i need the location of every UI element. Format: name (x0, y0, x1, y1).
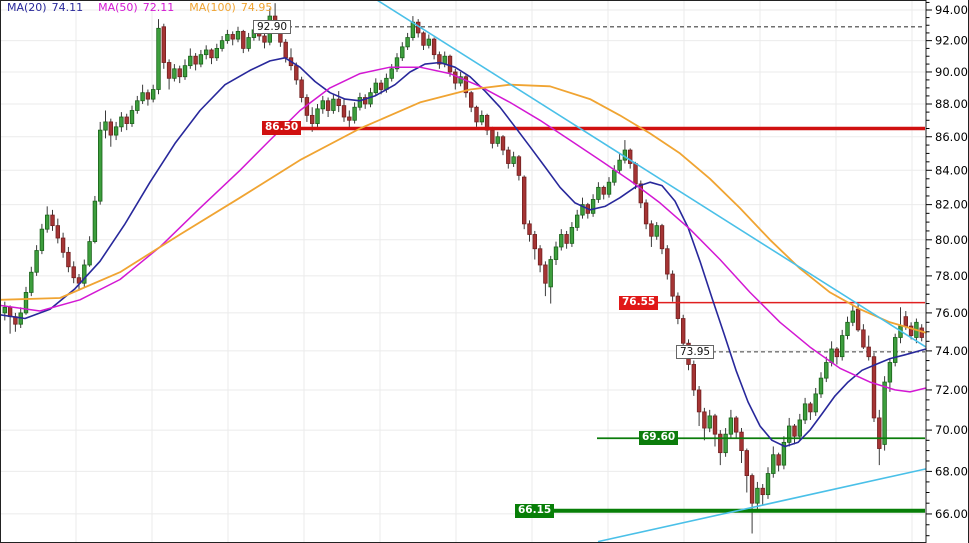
price-level-label-76-55[interactable]: 76.55 (619, 295, 659, 310)
legend-ma20-value: 74.11 (51, 1, 84, 14)
price-level-label-69-60[interactable]: 69.60 (639, 431, 679, 446)
svg-text:78.00: 78.00 (935, 269, 968, 283)
legend-ma100-value: 74.95 (240, 1, 273, 14)
svg-text:66.00: 66.00 (935, 507, 968, 521)
svg-text:88.00: 88.00 (935, 97, 968, 111)
svg-text:94.00: 94.00 (935, 3, 968, 17)
legend-ma100-label: MA(100) (189, 1, 236, 14)
svg-text:74.00: 74.00 (935, 344, 968, 358)
price-level-label-66-15[interactable]: 66.15 (515, 503, 555, 518)
ma-legend: MA(20) 74.11 MA(50) 72.11 MA(100) 74.95 (7, 1, 287, 14)
svg-text:92.00: 92.00 (935, 34, 968, 48)
legend-ma50-value: 72.11 (142, 1, 175, 14)
legend-ma50-label: MA(50) (98, 1, 138, 14)
svg-text:80.00: 80.00 (935, 233, 968, 247)
svg-text:82.00: 82.00 (935, 198, 968, 212)
price-level-label-92-90[interactable]: 92.90 (253, 19, 292, 34)
price-level-label-73-95[interactable]: 73.95 (676, 344, 715, 359)
svg-text:90.00: 90.00 (935, 65, 968, 79)
svg-text:72.00: 72.00 (935, 383, 968, 397)
svg-text:76.00: 76.00 (935, 306, 968, 320)
price-level-label-86-50[interactable]: 86.50 (262, 121, 302, 136)
svg-text:84.00: 84.00 (935, 163, 968, 177)
svg-text:68.00: 68.00 (935, 464, 968, 478)
legend-ma20-label: MA(20) (7, 1, 47, 14)
svg-text:86.00: 86.00 (935, 130, 968, 144)
svg-text:70.00: 70.00 (935, 423, 968, 437)
